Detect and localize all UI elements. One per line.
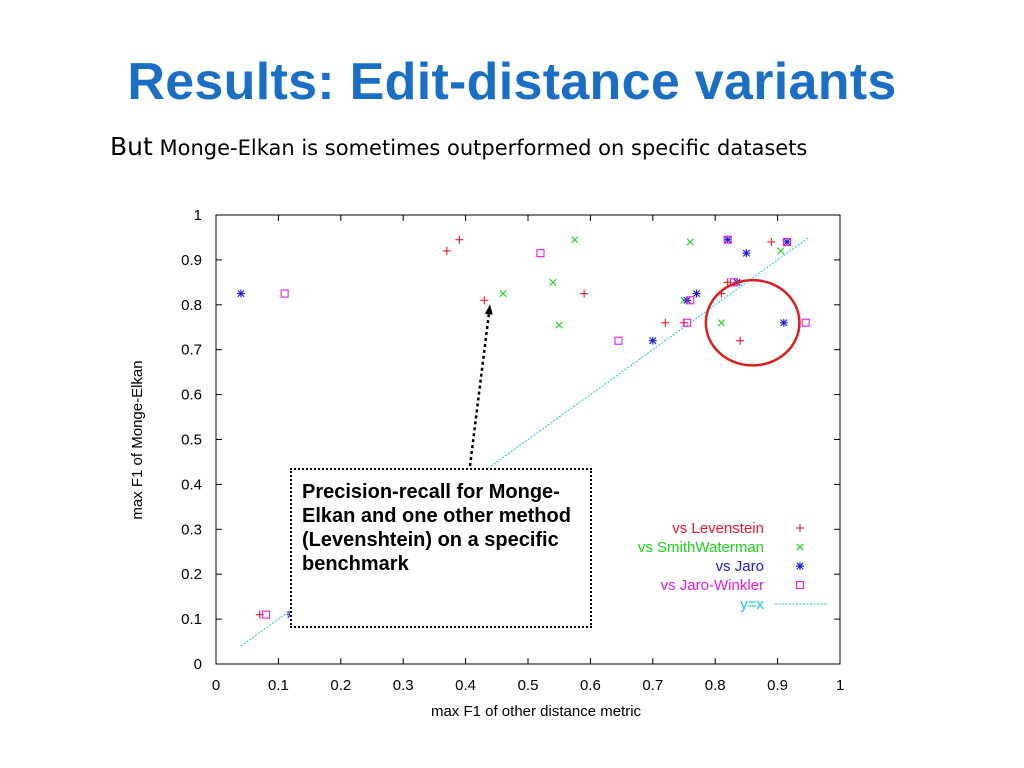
marker-stroke bbox=[723, 235, 732, 244]
x-tick-label: 0.5 bbox=[518, 677, 539, 694]
legend-label: vs SmithWaterman bbox=[638, 539, 764, 556]
point-series-0 bbox=[736, 336, 745, 345]
subtitle-rest: Monge-Elkan is sometimes outperformed on… bbox=[152, 136, 808, 160]
slide-title: Results: Edit-distance variants bbox=[127, 53, 897, 111]
point-series-3 bbox=[614, 336, 623, 345]
marker-stroke bbox=[555, 321, 563, 329]
marker-stroke bbox=[499, 289, 507, 298]
point-series-0 bbox=[661, 318, 670, 327]
point-series-3 bbox=[280, 289, 289, 298]
x-tick-label: 0.2 bbox=[330, 677, 351, 694]
legend-marker bbox=[795, 580, 805, 590]
x-tick-label: 0.1 bbox=[268, 677, 289, 694]
callout-arrow bbox=[468, 304, 493, 467]
marker-stroke bbox=[683, 318, 692, 327]
x-tick-label: 0.7 bbox=[642, 677, 663, 694]
point-series-2 bbox=[236, 289, 245, 298]
point-series-0 bbox=[767, 237, 776, 246]
point-series-0 bbox=[442, 246, 451, 255]
point-series-3 bbox=[723, 235, 732, 244]
y-tick-label: 0.8 bbox=[181, 297, 202, 314]
x-tick-label: 0 bbox=[212, 677, 220, 694]
legend-marker bbox=[796, 543, 804, 551]
point-series-0 bbox=[455, 235, 464, 244]
point-series-3 bbox=[536, 249, 545, 258]
marker-stroke bbox=[796, 562, 804, 570]
point-series-1 bbox=[686, 238, 694, 246]
point-series-2 bbox=[692, 289, 701, 298]
point-series-2 bbox=[742, 249, 751, 258]
point-series-2 bbox=[782, 237, 791, 246]
marker-stroke bbox=[571, 236, 579, 244]
y-tick-label: 0.1 bbox=[181, 611, 202, 628]
point-series-0 bbox=[480, 296, 489, 305]
marker-stroke bbox=[237, 289, 245, 298]
marker-stroke bbox=[614, 336, 623, 345]
marker-stroke bbox=[686, 296, 695, 305]
x-axis-label: max F1 of other distance metric bbox=[431, 703, 642, 720]
y-tick-label: 0 bbox=[194, 656, 202, 673]
marker-stroke bbox=[692, 289, 701, 298]
marker-stroke bbox=[742, 249, 750, 257]
y-tick-label: 0.3 bbox=[181, 521, 202, 538]
point-series-1 bbox=[717, 319, 726, 327]
marker-stroke bbox=[549, 278, 557, 286]
legend-label: vs Jaro-Winkler bbox=[661, 577, 764, 594]
x-tick-label: 1 bbox=[836, 677, 844, 694]
point-series-1 bbox=[555, 321, 563, 329]
marker-stroke bbox=[686, 238, 694, 246]
y-tick-label: 0.9 bbox=[181, 252, 202, 269]
y-tick-label: 0.2 bbox=[181, 566, 202, 583]
y-axis-label: max F1 of Monge-Elkan bbox=[129, 360, 146, 519]
point-series-3 bbox=[683, 318, 692, 327]
subtitle-lead: But bbox=[110, 132, 153, 161]
x-tick-label: 0.4 bbox=[455, 677, 476, 694]
point-series-1 bbox=[571, 236, 579, 244]
point-series-1 bbox=[777, 247, 785, 255]
point-series-2 bbox=[779, 318, 788, 327]
annotation-callout: Precision-recall for Monge-Elkan and one… bbox=[290, 468, 592, 628]
x-tick-label: 0.6 bbox=[580, 677, 601, 694]
marker-stroke bbox=[777, 247, 785, 255]
marker-stroke bbox=[724, 236, 732, 244]
marker-stroke bbox=[782, 237, 792, 246]
marker-stroke bbox=[783, 238, 791, 246]
slide-subtitle: But Monge-Elkan is sometimes outperforme… bbox=[110, 132, 807, 161]
point-series-3 bbox=[686, 296, 695, 305]
x-tick-label: 0.9 bbox=[767, 677, 788, 694]
marker-stroke bbox=[717, 319, 726, 327]
legend-marker bbox=[796, 524, 804, 532]
point-series-3 bbox=[801, 318, 810, 327]
point-series-0 bbox=[580, 289, 589, 298]
marker-stroke bbox=[536, 249, 545, 258]
point-series-1 bbox=[549, 278, 557, 286]
legend-marker bbox=[796, 562, 804, 570]
highlight-ellipse bbox=[704, 278, 801, 367]
marker-stroke bbox=[796, 543, 804, 551]
marker-stroke bbox=[649, 337, 657, 345]
marker-stroke bbox=[795, 580, 805, 590]
point-series-1 bbox=[499, 289, 507, 298]
y-tick-label: 1 bbox=[194, 207, 202, 224]
y-tick-label: 0.5 bbox=[181, 432, 202, 449]
x-tick-label: 0.8 bbox=[705, 677, 726, 694]
y-tick-label: 0.4 bbox=[181, 476, 202, 493]
legend-label: vs Jaro bbox=[716, 558, 764, 575]
legend-label: vs Levenstein bbox=[672, 520, 764, 537]
point-series-2 bbox=[648, 336, 657, 345]
marker-stroke bbox=[780, 319, 788, 327]
y-tick-label: 0.7 bbox=[181, 342, 202, 359]
point-series-3 bbox=[782, 237, 792, 246]
marker-stroke bbox=[261, 610, 270, 619]
point-series-3 bbox=[261, 610, 270, 619]
point-series-2 bbox=[723, 235, 732, 244]
marker-stroke bbox=[801, 318, 810, 327]
x-tick-label: 0.3 bbox=[393, 677, 414, 694]
marker-stroke bbox=[280, 289, 289, 298]
legend-label-reference: y=x bbox=[740, 596, 764, 613]
y-tick-label: 0.6 bbox=[181, 387, 202, 404]
